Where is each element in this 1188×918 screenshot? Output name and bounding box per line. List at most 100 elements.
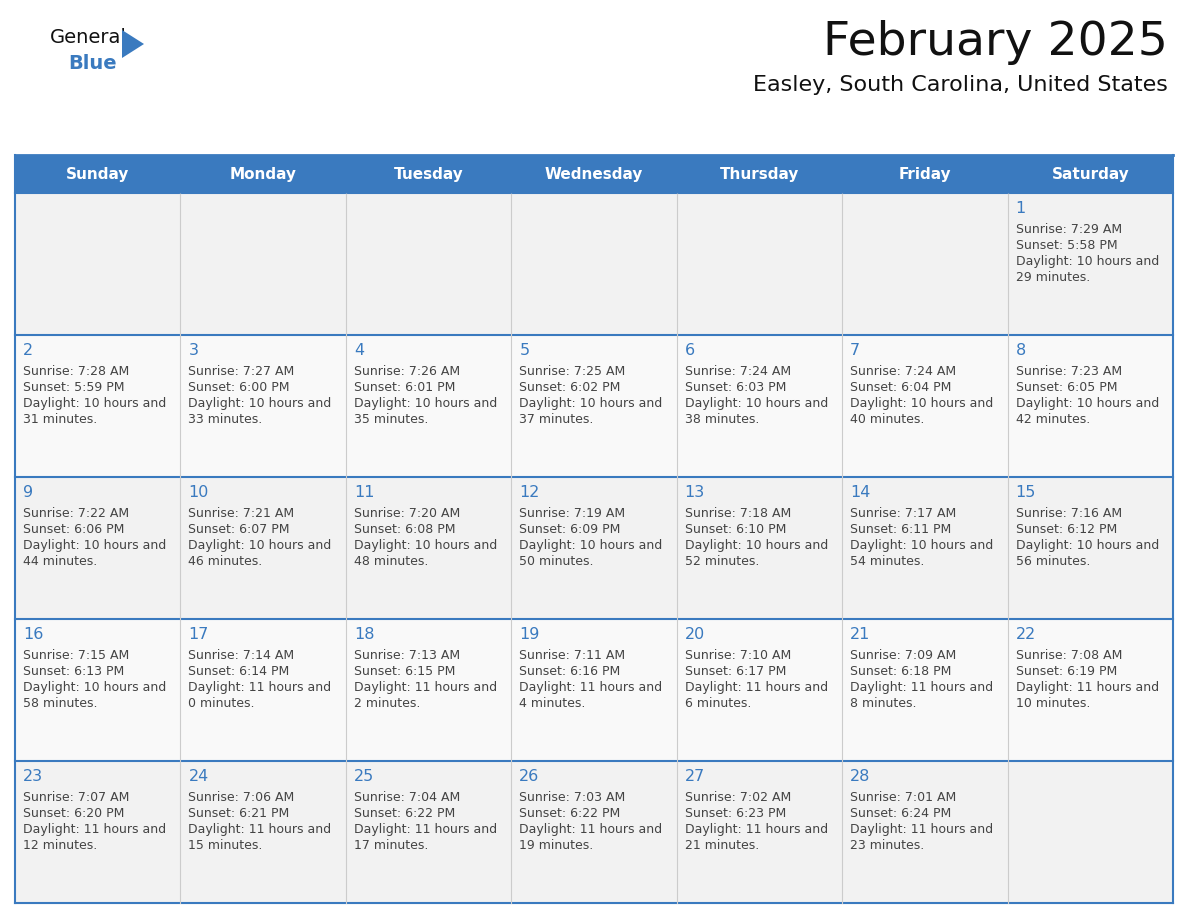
- Text: Monday: Monday: [229, 166, 297, 182]
- Text: 4: 4: [354, 343, 364, 358]
- Bar: [1007, 335, 1173, 477]
- Text: 6: 6: [684, 343, 695, 358]
- Text: 54 minutes.: 54 minutes.: [851, 555, 924, 568]
- Text: Sunrise: 7:16 AM: Sunrise: 7:16 AM: [1016, 507, 1121, 520]
- Bar: [181, 193, 346, 335]
- Text: 19 minutes.: 19 minutes.: [519, 839, 594, 852]
- Bar: [346, 477, 511, 619]
- Text: 5: 5: [519, 343, 530, 358]
- Text: 23 minutes.: 23 minutes.: [851, 839, 924, 852]
- Text: Daylight: 10 hours and: Daylight: 10 hours and: [23, 397, 166, 410]
- Text: Sunrise: 7:08 AM: Sunrise: 7:08 AM: [1016, 649, 1121, 662]
- Text: Sunset: 6:13 PM: Sunset: 6:13 PM: [23, 665, 125, 678]
- Text: Sunset: 6:24 PM: Sunset: 6:24 PM: [851, 807, 952, 820]
- Text: 3: 3: [189, 343, 198, 358]
- Text: 14: 14: [851, 485, 871, 500]
- Text: Sunset: 6:23 PM: Sunset: 6:23 PM: [684, 807, 786, 820]
- Bar: [346, 761, 511, 903]
- Text: Daylight: 10 hours and: Daylight: 10 hours and: [1016, 397, 1158, 410]
- Bar: [1007, 193, 1173, 335]
- Text: Sunset: 6:08 PM: Sunset: 6:08 PM: [354, 523, 455, 536]
- Text: Sunset: 5:59 PM: Sunset: 5:59 PM: [23, 381, 125, 394]
- Text: Daylight: 10 hours and: Daylight: 10 hours and: [684, 539, 828, 552]
- Text: 28: 28: [851, 769, 871, 784]
- Text: Blue: Blue: [68, 54, 116, 73]
- Bar: [15, 335, 181, 477]
- Text: Daylight: 11 hours and: Daylight: 11 hours and: [189, 681, 331, 694]
- Text: 56 minutes.: 56 minutes.: [1016, 555, 1089, 568]
- Text: 50 minutes.: 50 minutes.: [519, 555, 594, 568]
- Text: 42 minutes.: 42 minutes.: [1016, 413, 1089, 426]
- Text: 26: 26: [519, 769, 539, 784]
- Text: Daylight: 10 hours and: Daylight: 10 hours and: [354, 539, 497, 552]
- Text: Sunset: 6:20 PM: Sunset: 6:20 PM: [23, 807, 125, 820]
- Text: Sunset: 6:02 PM: Sunset: 6:02 PM: [519, 381, 620, 394]
- Text: Daylight: 10 hours and: Daylight: 10 hours and: [684, 397, 828, 410]
- Text: Daylight: 11 hours and: Daylight: 11 hours and: [354, 823, 497, 836]
- Text: Sunset: 6:04 PM: Sunset: 6:04 PM: [851, 381, 952, 394]
- Text: 35 minutes.: 35 minutes.: [354, 413, 428, 426]
- Text: Sunday: Sunday: [67, 166, 129, 182]
- Text: 33 minutes.: 33 minutes.: [189, 413, 263, 426]
- Text: 6 minutes.: 6 minutes.: [684, 697, 751, 710]
- Text: Sunset: 5:58 PM: Sunset: 5:58 PM: [1016, 239, 1117, 252]
- Text: 24: 24: [189, 769, 209, 784]
- Text: Sunset: 6:15 PM: Sunset: 6:15 PM: [354, 665, 455, 678]
- Bar: [511, 761, 677, 903]
- Text: 20: 20: [684, 627, 704, 642]
- Text: 31 minutes.: 31 minutes.: [23, 413, 97, 426]
- Text: 37 minutes.: 37 minutes.: [519, 413, 594, 426]
- Bar: [181, 477, 346, 619]
- Text: 23: 23: [23, 769, 43, 784]
- Text: Daylight: 11 hours and: Daylight: 11 hours and: [684, 681, 828, 694]
- Text: February 2025: February 2025: [823, 20, 1168, 65]
- Bar: [842, 619, 1007, 761]
- Text: Sunset: 6:17 PM: Sunset: 6:17 PM: [684, 665, 786, 678]
- Text: Daylight: 10 hours and: Daylight: 10 hours and: [851, 539, 993, 552]
- Bar: [677, 761, 842, 903]
- Text: Sunset: 6:11 PM: Sunset: 6:11 PM: [851, 523, 952, 536]
- Text: 15: 15: [1016, 485, 1036, 500]
- Text: Sunrise: 7:14 AM: Sunrise: 7:14 AM: [189, 649, 295, 662]
- Text: 8: 8: [1016, 343, 1025, 358]
- Text: Daylight: 10 hours and: Daylight: 10 hours and: [354, 397, 497, 410]
- Text: Sunset: 6:21 PM: Sunset: 6:21 PM: [189, 807, 290, 820]
- Text: Sunset: 6:06 PM: Sunset: 6:06 PM: [23, 523, 125, 536]
- Text: Sunrise: 7:26 AM: Sunrise: 7:26 AM: [354, 365, 460, 378]
- Text: 4 minutes.: 4 minutes.: [519, 697, 586, 710]
- Text: Daylight: 10 hours and: Daylight: 10 hours and: [23, 539, 166, 552]
- Text: General: General: [50, 28, 127, 47]
- Text: Sunrise: 7:02 AM: Sunrise: 7:02 AM: [684, 791, 791, 804]
- Text: 22: 22: [1016, 627, 1036, 642]
- Text: Sunrise: 7:24 AM: Sunrise: 7:24 AM: [684, 365, 791, 378]
- Text: Sunset: 6:18 PM: Sunset: 6:18 PM: [851, 665, 952, 678]
- Text: Daylight: 11 hours and: Daylight: 11 hours and: [189, 823, 331, 836]
- Text: Daylight: 10 hours and: Daylight: 10 hours and: [519, 539, 663, 552]
- Bar: [842, 761, 1007, 903]
- Text: Sunrise: 7:04 AM: Sunrise: 7:04 AM: [354, 791, 460, 804]
- Text: Sunset: 6:16 PM: Sunset: 6:16 PM: [519, 665, 620, 678]
- Text: Sunrise: 7:07 AM: Sunrise: 7:07 AM: [23, 791, 129, 804]
- Bar: [1007, 477, 1173, 619]
- Text: Sunrise: 7:19 AM: Sunrise: 7:19 AM: [519, 507, 625, 520]
- Text: 48 minutes.: 48 minutes.: [354, 555, 428, 568]
- Text: 52 minutes.: 52 minutes.: [684, 555, 759, 568]
- Text: 9: 9: [23, 485, 33, 500]
- Text: 44 minutes.: 44 minutes.: [23, 555, 97, 568]
- Bar: [842, 335, 1007, 477]
- Text: 40 minutes.: 40 minutes.: [851, 413, 924, 426]
- Bar: [346, 193, 511, 335]
- Bar: [1007, 619, 1173, 761]
- Text: 46 minutes.: 46 minutes.: [189, 555, 263, 568]
- Bar: [181, 761, 346, 903]
- Text: Daylight: 11 hours and: Daylight: 11 hours and: [23, 823, 166, 836]
- Text: Daylight: 10 hours and: Daylight: 10 hours and: [189, 539, 331, 552]
- Text: 11: 11: [354, 485, 374, 500]
- Bar: [842, 193, 1007, 335]
- Text: Daylight: 10 hours and: Daylight: 10 hours and: [23, 681, 166, 694]
- Text: 18: 18: [354, 627, 374, 642]
- Text: Sunset: 6:07 PM: Sunset: 6:07 PM: [189, 523, 290, 536]
- Text: Sunrise: 7:11 AM: Sunrise: 7:11 AM: [519, 649, 625, 662]
- Text: Daylight: 10 hours and: Daylight: 10 hours and: [519, 397, 663, 410]
- Text: Sunset: 6:12 PM: Sunset: 6:12 PM: [1016, 523, 1117, 536]
